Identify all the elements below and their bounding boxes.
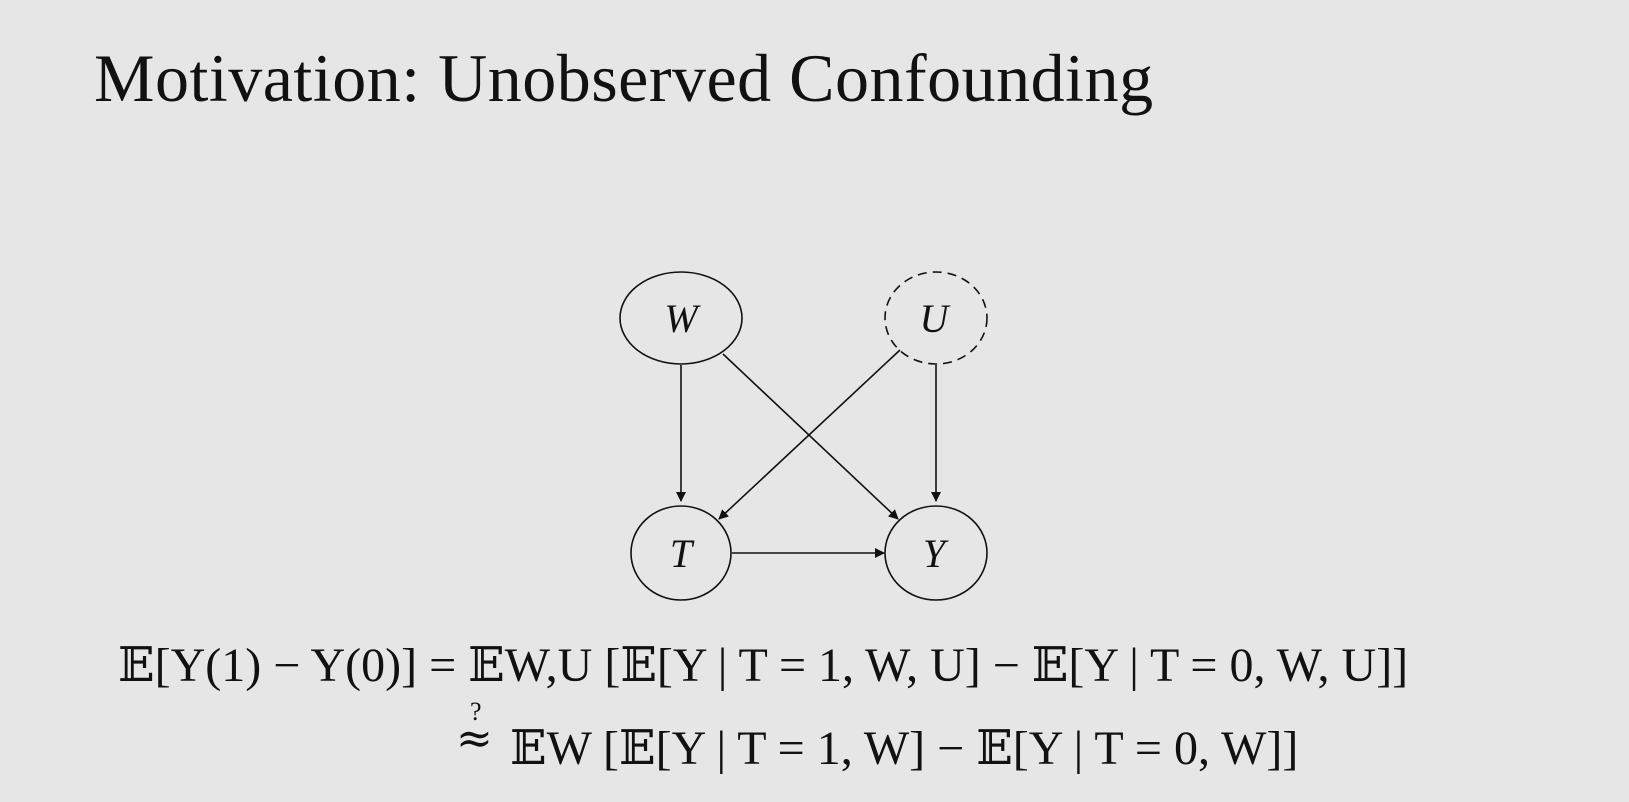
slide-title: Motivation: Unobserved Confounding: [94, 40, 1154, 116]
question-mark: ?: [470, 697, 482, 726]
equation-line-2: 𝔼W [𝔼[Y | T = 1, W] − 𝔼[Y | T = 0, W]]: [510, 722, 1299, 775]
node-u: U: [884, 271, 988, 365]
node-t-circle: [630, 505, 732, 601]
node-w-circle: [619, 271, 743, 365]
node-y: Y: [884, 505, 988, 601]
node-u-circle: [884, 271, 988, 365]
approx-relation: ? ≈: [456, 697, 500, 764]
edge-w-to-y: [722, 353, 899, 520]
node-y-circle: [884, 505, 988, 601]
edges: [676, 349, 941, 558]
equation-line-1: 𝔼[Y(1) − Y(0)] = 𝔼W,U [𝔼[Y | T = 1, W, U…: [118, 639, 1409, 692]
approx-symbol: ≈: [456, 713, 493, 764]
edge-u-to-t: [718, 349, 901, 520]
node-w: W: [619, 271, 743, 365]
node-u-label: U: [920, 296, 952, 341]
node-t: T: [630, 505, 732, 601]
node-w-label: W: [664, 296, 701, 341]
node-y-label: Y: [923, 531, 949, 576]
node-t-label: T: [670, 531, 695, 576]
